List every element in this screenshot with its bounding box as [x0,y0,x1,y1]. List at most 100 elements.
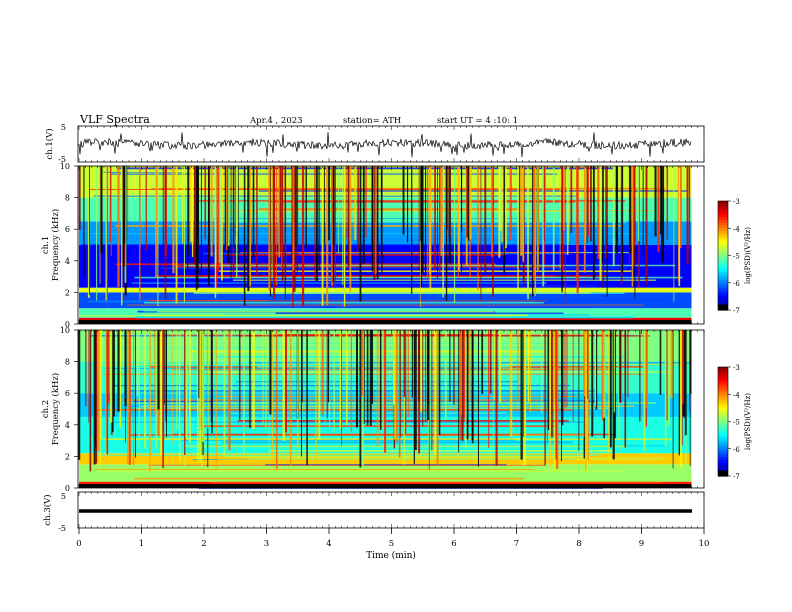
colorbar-swatch [718,462,728,466]
frequency-tick-label: 10 [60,162,70,171]
ch2-frequency-label: Frequency (kHz) [50,373,61,445]
colorbar-swatch [718,410,728,414]
colorbar-swatch [718,391,728,395]
spectrum-band [79,287,692,293]
ch2-colorbar: -3 -4 -5 -6 -7 log(PSD)(V²/Hz) [717,364,752,481]
time-axis: 0 1 2 3 4 5 6 7 8 9 10 [76,528,709,549]
colorbar-swatch [718,388,728,393]
ch1-waveform-panel: 5 -5 ch.1(V) [44,123,705,164]
time-axis-label: Time (min) [366,550,416,561]
colorbar-swatch [718,209,728,213]
time-tick-label: 2 [201,539,206,549]
time-tick-label: 8 [576,539,581,549]
time-tick-label: 3 [264,539,269,549]
colorbar-swatch [718,236,728,240]
spectrum-band [79,464,692,482]
colorbar-swatch [718,271,728,276]
colorbar-swatch [718,217,728,221]
colorbar-swatch [718,266,728,270]
colorbar-tick-label: -6 [733,280,740,288]
colorbar-swatch [718,280,728,284]
frequency-tick-label: 6 [65,389,70,398]
colorbar-tick-label: -3 [733,198,740,206]
frequency-tick-label: 2 [65,288,70,297]
spectrum-nodata [691,330,704,488]
spectrum-nodata [691,166,704,324]
ch1-spectrogram-frame [77,165,705,325]
colorbar-swatch [718,470,728,474]
colorbar-swatch [718,304,728,308]
colorbar-swatch [718,260,728,265]
colorbar-swatch [718,440,728,444]
colorbar-swatch [718,222,728,227]
colorbar-swatch [718,465,728,469]
colorbar-swatch [718,402,728,406]
ch2-frequency-ticks: 0 2 4 6 8 10 [60,326,78,493]
ch1-frequency-label: Frequency (kHz) [50,209,61,281]
colorbar-tick-label: -5 [733,419,740,427]
colorbar-swatch [718,228,728,232]
colorbar-swatch [718,405,728,409]
ch1-channel-label: ch.1 [41,236,51,254]
ch1-ytick-bottom: -5 [58,155,66,164]
ch3-ylabel: ch.3(V) [42,494,53,525]
colorbar-swatch [718,239,728,243]
colorbar-swatch [718,241,728,246]
time-tick-label: 5 [389,539,394,549]
colorbar-swatch [718,214,728,218]
ch2-spectrogram-panel: 0 2 4 6 8 10 ch.2 Frequency (kHz) [41,326,705,493]
station-label: station= ATH [343,116,401,126]
colorbar-swatch [718,274,728,278]
ch1-frequency-ticks: 0 2 4 6 8 10 [60,162,78,329]
colorbar-tick-label: -3 [733,364,740,372]
colorbar-swatch [718,448,728,453]
time-tick-label: 7 [514,539,519,549]
colorbar-swatch [718,456,728,461]
colorbar-swatch [718,451,728,455]
date-label: Apr.4 , 2023 [249,116,303,126]
colorbar-swatch [718,396,728,401]
colorbar-swatch [718,372,728,376]
colorbar-swatch [718,421,728,425]
ch1-waveform-line [78,132,692,158]
time-tick-label: 0 [76,539,81,549]
colorbar-swatch [718,203,728,208]
colorbar-swatch [718,432,728,436]
colorbar-swatch [718,473,728,477]
colorbar-swatch [718,399,728,404]
frequency-tick-label: 4 [65,257,70,266]
colorbar-swatch [718,437,728,442]
colorbar-swatch [718,230,728,235]
colorbar-swatch [718,413,728,417]
time-tick-label: 1 [139,539,144,549]
time-tick-label: 4 [326,539,331,549]
frequency-tick-label: 8 [65,194,70,203]
time-tick-label: 9 [639,539,644,549]
frequency-tick-label: 10 [60,326,70,335]
ch3-ytick-bottom: -5 [58,524,66,533]
colorbar-swatch [718,394,728,398]
colorbar-swatch [718,426,728,431]
colorbar-swatch [718,225,728,229]
colorbar-swatch [718,247,728,251]
time-tick-label: 10 [699,539,710,549]
colorbar-swatch [718,467,728,472]
colorbar-swatch [718,424,728,428]
ch3-waveform-panel: 5 -5 ch.3(V) [42,491,705,533]
ch1-spectrogram-image [78,166,704,324]
colorbar-swatch [718,307,728,311]
frequency-tick-label: 0 [65,484,70,493]
colorbar-swatch [718,369,728,374]
frequency-tick-label: 0 [65,320,70,329]
colorbar-swatch [718,383,728,387]
ch1-waveform-frame [77,125,705,163]
figure-title: VLF Spectra [79,113,150,126]
ch2-channel-label: ch.2 [41,400,51,418]
colorbar-swatch [718,250,728,254]
colorbar-swatch [718,443,728,447]
colorbar-swatch [718,263,728,267]
colorbar-swatch [718,269,728,273]
minor-time-ticks [78,126,705,528]
